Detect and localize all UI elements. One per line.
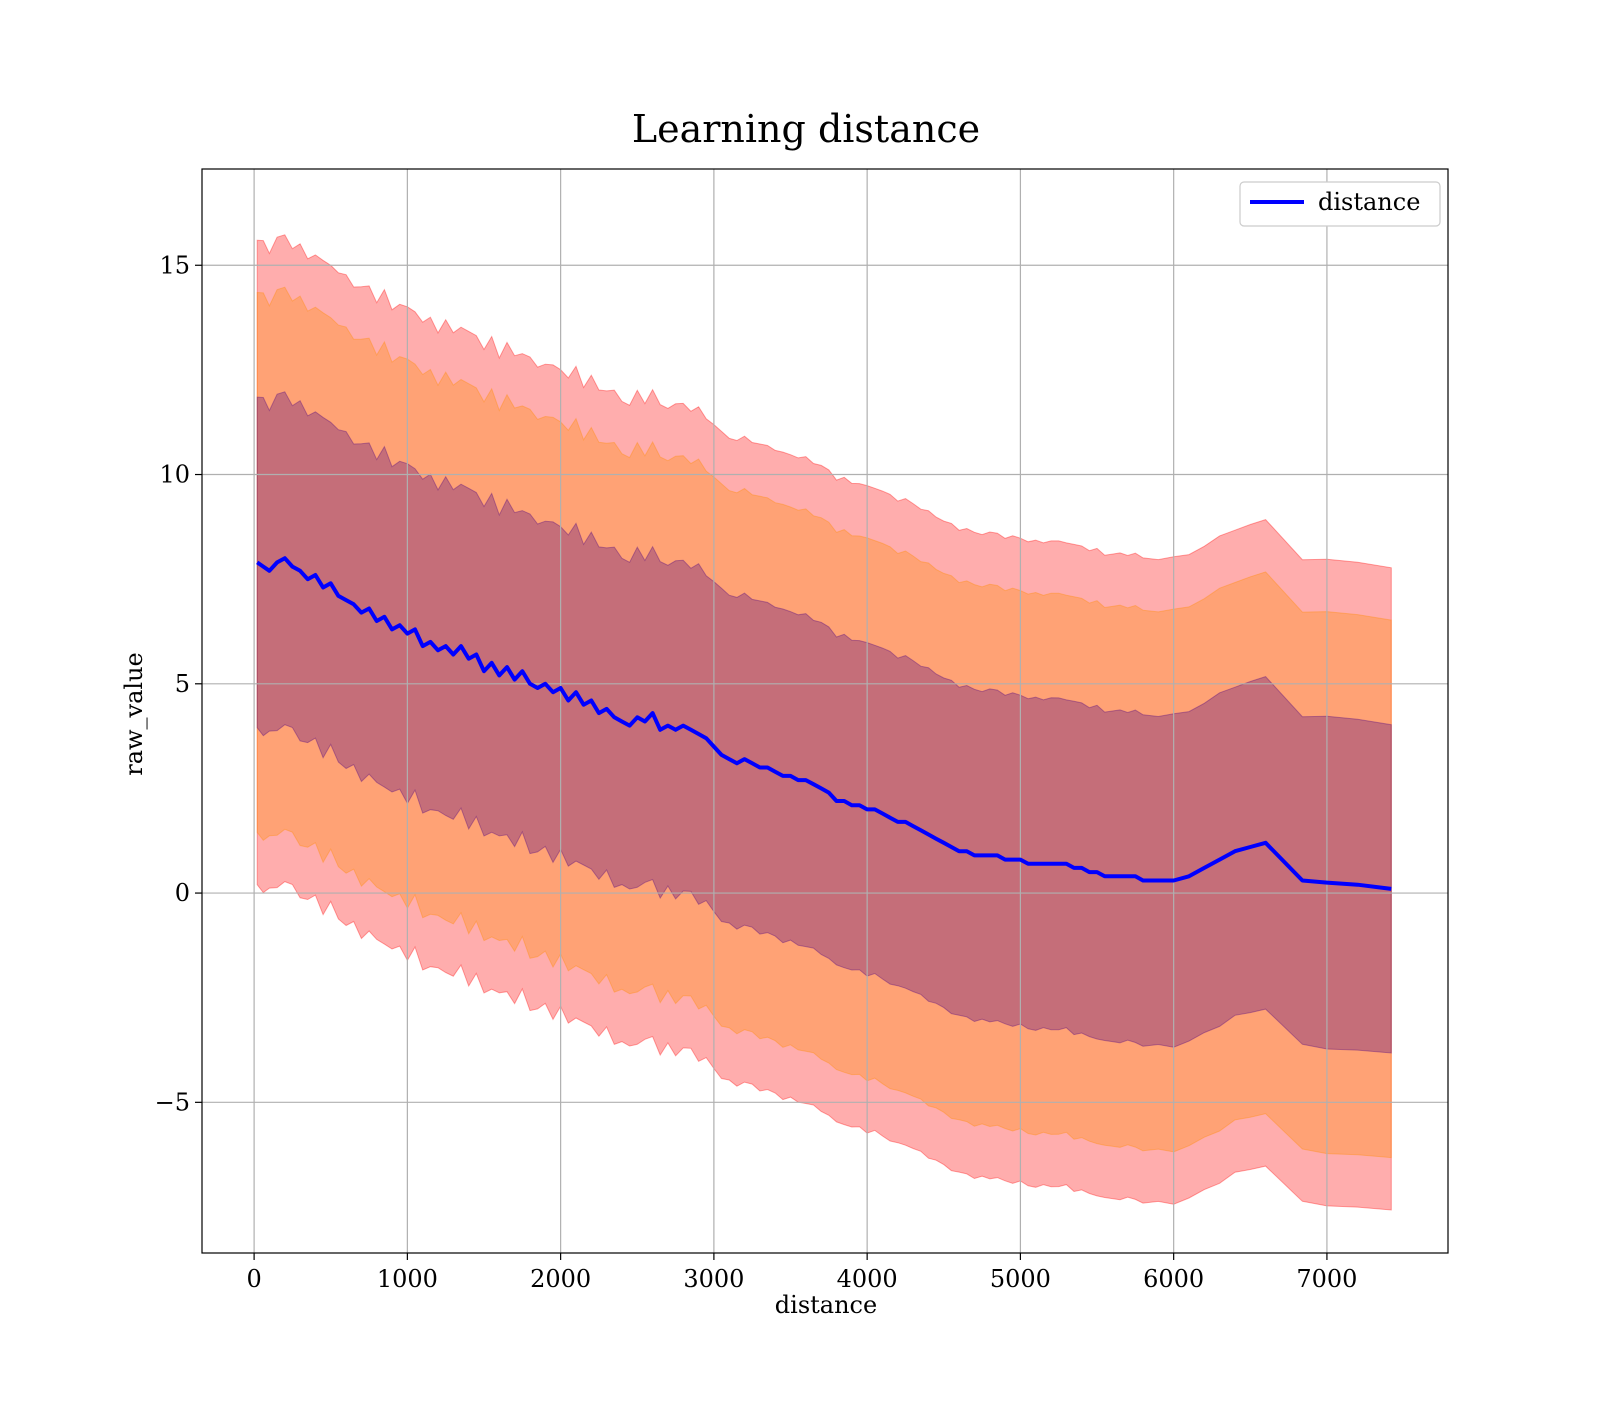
y-tick-label: 15	[159, 251, 190, 279]
band-1sd	[256, 391, 1392, 1054]
y-tick-label: 5	[175, 670, 190, 698]
legend: distance	[1239, 181, 1441, 227]
plot-area	[201, 168, 1449, 1254]
legend-label-distance: distance	[1318, 188, 1420, 216]
x-tick-label: 3000	[683, 1265, 744, 1293]
band-3sd	[256, 234, 1392, 1211]
plot-background	[202, 169, 1448, 1253]
y-tick-label: 0	[175, 879, 190, 907]
y-tick-label: 10	[159, 461, 190, 489]
series-line-distance	[256, 556, 1392, 891]
x-tick-label: 2000	[530, 1265, 591, 1293]
x-tick-label: 5000	[990, 1265, 1051, 1293]
x-axis-ticks: 0 1000 2000 3000 4000 5000 6000 7000	[246, 1253, 1357, 1293]
x-tick-label: 4000	[837, 1265, 898, 1293]
y-tick-label: −5	[155, 1088, 190, 1116]
x-tick-label: 7000	[1296, 1265, 1357, 1293]
confidence-bands	[256, 234, 1392, 1211]
gridlines	[202, 169, 1448, 1253]
x-tick-label: 1000	[377, 1265, 438, 1293]
x-tick-label: 0	[246, 1265, 261, 1293]
plot-frame	[201, 168, 1449, 1254]
band-2sd	[256, 286, 1392, 1159]
y-axis-label: raw_value	[120, 652, 148, 776]
chart-title: Learning distance	[632, 107, 980, 151]
x-axis-label: distance	[775, 1291, 877, 1319]
x-tick-label: 6000	[1143, 1265, 1204, 1293]
legend-box	[1239, 181, 1441, 227]
y-axis-ticks: −5 0 5 10 15	[155, 251, 202, 1116]
series-lines	[256, 556, 1392, 891]
